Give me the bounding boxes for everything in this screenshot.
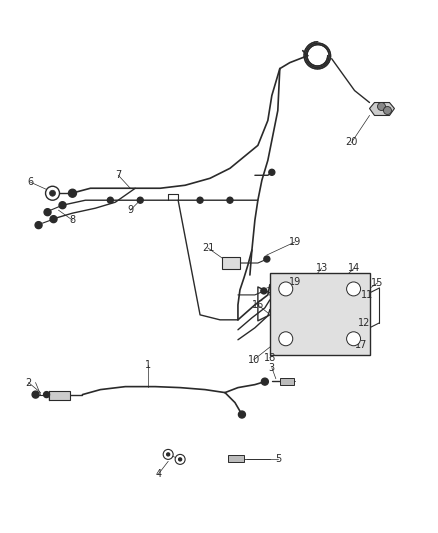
Circle shape: [46, 186, 60, 200]
Text: 7: 7: [115, 170, 121, 180]
Circle shape: [163, 449, 173, 459]
Circle shape: [59, 201, 66, 209]
Circle shape: [264, 256, 270, 262]
Text: 6: 6: [28, 177, 34, 187]
Text: 2: 2: [25, 378, 32, 387]
Text: 1: 1: [145, 360, 151, 370]
Circle shape: [107, 197, 113, 203]
Text: 19: 19: [289, 237, 301, 247]
Circle shape: [279, 282, 293, 296]
Text: 18: 18: [264, 353, 276, 363]
Text: 5: 5: [275, 455, 281, 464]
Circle shape: [43, 392, 49, 398]
Text: 10: 10: [248, 354, 260, 365]
Circle shape: [197, 197, 203, 203]
Text: 14: 14: [349, 263, 361, 273]
Text: 3: 3: [269, 362, 275, 373]
Text: 21: 21: [202, 243, 214, 253]
Polygon shape: [370, 102, 395, 116]
Text: 4: 4: [155, 470, 161, 479]
Bar: [222, 257, 240, 269]
Circle shape: [137, 197, 143, 203]
Text: 12: 12: [358, 318, 371, 328]
Circle shape: [175, 455, 185, 464]
Text: 16: 16: [252, 300, 264, 310]
Text: 13: 13: [315, 263, 328, 273]
Circle shape: [269, 169, 275, 175]
Circle shape: [179, 458, 182, 461]
Circle shape: [49, 190, 56, 196]
Text: 8: 8: [69, 215, 75, 225]
Circle shape: [346, 332, 360, 346]
Bar: [228, 455, 244, 462]
Circle shape: [68, 189, 77, 197]
Circle shape: [261, 378, 268, 385]
Text: 11: 11: [361, 290, 374, 300]
Bar: [49, 391, 71, 400]
Text: 17: 17: [355, 340, 368, 350]
Circle shape: [227, 197, 233, 203]
Circle shape: [384, 107, 392, 115]
Circle shape: [346, 282, 360, 296]
Circle shape: [50, 216, 57, 223]
Text: 9: 9: [127, 205, 133, 215]
Circle shape: [167, 453, 170, 456]
Circle shape: [378, 102, 385, 110]
Circle shape: [32, 391, 39, 398]
Circle shape: [238, 411, 245, 418]
Text: 20: 20: [346, 138, 358, 148]
Circle shape: [279, 332, 293, 346]
Circle shape: [261, 288, 267, 294]
Bar: [270, 273, 370, 355]
Circle shape: [35, 222, 42, 229]
Text: 15: 15: [371, 278, 384, 288]
Circle shape: [44, 209, 51, 216]
Bar: [280, 378, 294, 385]
Text: 19: 19: [289, 277, 301, 287]
